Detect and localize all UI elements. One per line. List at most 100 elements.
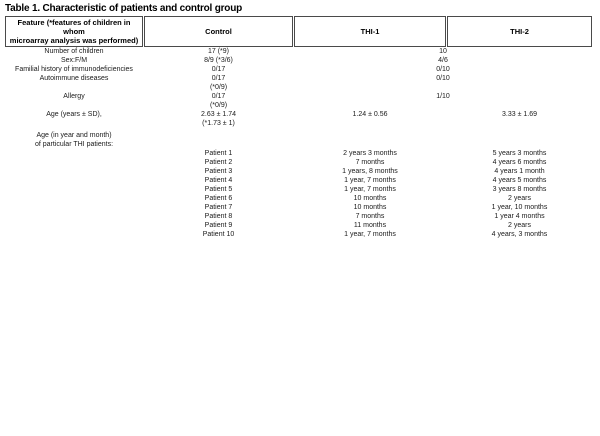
table-cell bbox=[294, 119, 446, 128]
table-cell bbox=[447, 140, 592, 149]
table-cell: 1/10 bbox=[436, 93, 450, 100]
table-title: Table 1. Characteristic of patients and … bbox=[5, 3, 243, 14]
table-cell bbox=[5, 176, 143, 185]
table-cell: 3.33 ± 1.69 bbox=[502, 111, 537, 118]
table-cell: 10 months bbox=[353, 195, 387, 202]
table-cell: 10 months bbox=[353, 204, 387, 211]
table-cell: 7 months bbox=[355, 213, 385, 220]
table-cell bbox=[144, 140, 293, 149]
table-row: Patient 10 1 year, 7 months 4 years, 3 mon… bbox=[5, 230, 592, 239]
table-cell: 4 years 1 month bbox=[494, 168, 545, 175]
table-cell: (*1.73 ± 1) bbox=[202, 120, 235, 127]
table-cell: Patient 4 bbox=[204, 177, 233, 184]
table-cell bbox=[294, 140, 446, 149]
table-cell: 1 year, 7 months bbox=[344, 186, 396, 193]
table-row: Familial history of immunodeficiencies 0/… bbox=[5, 65, 592, 74]
table-cell bbox=[294, 83, 592, 92]
table-row: Patient 4 1 year, 7 months 4 years 5 month… bbox=[5, 176, 592, 185]
page: { "page": { "background": "#ffffff", "te… bbox=[0, 3, 600, 436]
table-cell bbox=[5, 149, 143, 158]
table-row: Age (in year and month) bbox=[5, 131, 592, 140]
table-cell: 11 months bbox=[353, 222, 387, 229]
table-cell bbox=[294, 131, 446, 140]
table-row: Patient 3 1 years, 8 months 4 years 1 mont… bbox=[5, 167, 592, 176]
table-cell: 2.63 ± 1.74 bbox=[201, 111, 236, 118]
table-cell: 3 years 8 months bbox=[492, 186, 547, 193]
table-cell bbox=[5, 230, 143, 239]
table-row: Allergy 0/17 1/10 bbox=[5, 92, 592, 101]
table-cell: 10 bbox=[439, 48, 447, 55]
table-cell: 4 years, 3 months bbox=[491, 231, 548, 238]
table-cell: Patient 8 bbox=[204, 213, 233, 220]
table-cell bbox=[5, 83, 143, 92]
table-cell: 0/17 bbox=[211, 66, 226, 73]
table-row: Patient 9 11 months 2 years bbox=[5, 221, 592, 230]
table-cell: of particular THI patients: bbox=[34, 141, 114, 148]
table-cell bbox=[447, 131, 592, 140]
table-cell bbox=[144, 131, 293, 140]
table-cell bbox=[5, 212, 143, 221]
table-row: Number of children 17 (*9) 10 bbox=[5, 47, 592, 56]
table-cell: (*0/9) bbox=[209, 84, 228, 91]
table-cell bbox=[294, 101, 592, 110]
table-cell: 4/6 bbox=[438, 57, 448, 64]
table-cell: 1 year, 7 months bbox=[344, 231, 396, 238]
table-row: Patient 7 10 months 1 year, 10 months bbox=[5, 203, 592, 212]
table-cell: 0/17 bbox=[211, 93, 226, 100]
table-cell: 1 year 4 months bbox=[494, 213, 545, 220]
table-row: Patient 5 1 year, 7 months 3 years 8 month… bbox=[5, 185, 592, 194]
column-header: Control bbox=[144, 16, 293, 47]
table-cell: 0/17 bbox=[211, 75, 226, 82]
table-body: Number of children 17 (*9) 10 Sex:F/M 8/9 (*… bbox=[5, 47, 592, 239]
table-row: Patient 1 2 years 3 months 5 years 3 month… bbox=[5, 149, 592, 158]
table-cell: Patient 2 bbox=[204, 159, 233, 166]
column-header: THI-2 bbox=[447, 16, 592, 47]
table-row: Age (years ± SD), 2.63 ± 1.74 1.24 ± 0.56 3… bbox=[5, 110, 592, 119]
table-cell: Patient 1 bbox=[204, 150, 233, 157]
table-cell: Patient 7 bbox=[204, 204, 233, 211]
table-cell: 1 year, 7 months bbox=[344, 177, 396, 184]
table-cell: (*0/9) bbox=[209, 102, 228, 109]
table-cell: Number of children bbox=[44, 48, 104, 55]
table-row: (*0/9) bbox=[5, 83, 592, 92]
table-cell: Patient 3 bbox=[204, 168, 233, 175]
table-cell: 4 years 5 months bbox=[492, 177, 547, 184]
table-cell: 2 years 3 months bbox=[343, 150, 397, 157]
table-cell: 2 years bbox=[508, 195, 531, 202]
table-cell bbox=[5, 158, 143, 167]
table-cell: Sex:F/M bbox=[60, 57, 88, 64]
table-cell: Allergy bbox=[63, 93, 85, 100]
table-row: (*0/9) bbox=[5, 101, 592, 110]
table-cell: Age (in year and month) bbox=[36, 132, 112, 139]
table-row: Autoimmune diseases 0/17 0/10 bbox=[5, 74, 592, 83]
table-cell: 7 months bbox=[355, 159, 385, 166]
column-header: Feature (*features of children in whom m… bbox=[5, 16, 143, 47]
table-cell: 8/9 (*3/6) bbox=[204, 57, 233, 64]
table-cell: 1 years, 8 months bbox=[342, 168, 398, 175]
table-cell bbox=[5, 194, 143, 203]
table-cell: Patient 5 bbox=[204, 186, 233, 193]
column-header: THI-1 bbox=[294, 16, 446, 47]
table-cell: 0/10 bbox=[436, 66, 450, 73]
table-header: Feature (*features of children in whom m… bbox=[5, 16, 592, 47]
table-cell: Patient 9 bbox=[204, 222, 233, 229]
table-row: Patient 2 7 months 4 years 6 months bbox=[5, 158, 592, 167]
table-row: Patient 6 10 months 2 years bbox=[5, 194, 592, 203]
table-cell: 4 years 6 months bbox=[492, 159, 547, 166]
table-cell: 1.24 ± 0.56 bbox=[352, 111, 388, 118]
patients-table: Feature (*features of children in whom m… bbox=[4, 16, 593, 239]
table-row: of particular THI patients: bbox=[5, 140, 592, 149]
table-cell: 1 year, 10 months bbox=[491, 204, 548, 211]
table-cell bbox=[5, 185, 143, 194]
table-cell: 5 years 3 months bbox=[492, 150, 547, 157]
table-cell bbox=[5, 221, 143, 230]
table-cell bbox=[447, 119, 592, 128]
table-cell: 2 years bbox=[508, 222, 531, 229]
table-cell bbox=[5, 101, 143, 110]
table-cell: Patient 10 bbox=[202, 231, 235, 238]
table-cell: 0/10 bbox=[436, 75, 450, 82]
table-cell bbox=[5, 119, 143, 128]
table-cell: Familial history of immunodeficiencies bbox=[15, 66, 133, 73]
table-cell: Patient 6 bbox=[204, 195, 233, 202]
table-row: Sex:F/M 8/9 (*3/6) 4/6 bbox=[5, 56, 592, 65]
